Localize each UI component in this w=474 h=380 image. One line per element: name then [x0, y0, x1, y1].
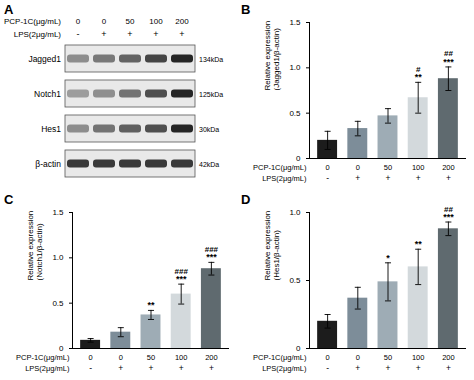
svg-text:0: 0	[119, 353, 123, 362]
svg-text:1.5: 1.5	[52, 208, 64, 217]
svg-text:+: +	[355, 363, 360, 373]
svg-text:100: 100	[412, 163, 425, 172]
svg-text:Relative expression(Hes1/β-act: Relative expression(Hes1/β-actin)	[263, 211, 281, 281]
html-text:B: B	[241, 2, 251, 17]
svg-text:Relative expression(Notch1/β-a: Relative expression(Notch1/β-actin)	[26, 211, 44, 281]
svg-text:50: 50	[384, 353, 392, 362]
svg-text:+: +	[127, 29, 132, 39]
svg-text:0: 0	[89, 353, 93, 362]
svg-text:PCP-1C(μg/mL): PCP-1C(μg/mL)	[253, 163, 307, 172]
svg-text:50: 50	[126, 17, 135, 26]
svg-text:β-actin: β-actin	[35, 159, 61, 169]
svg-text:0.5: 0.5	[289, 109, 301, 118]
svg-text:0: 0	[102, 17, 107, 26]
svg-text:200: 200	[442, 353, 455, 362]
svg-text:1.5: 1.5	[289, 18, 301, 27]
svg-text:Jagged1: Jagged1	[28, 54, 61, 64]
svg-text:-: -	[77, 29, 80, 39]
svg-text:**: **	[147, 300, 155, 310]
svg-text:+: +	[118, 363, 123, 373]
svg-text:0: 0	[326, 353, 330, 362]
svg-text:0: 0	[356, 353, 360, 362]
svg-text:Hes1: Hes1	[41, 124, 61, 134]
svg-text:#: #	[416, 65, 421, 74]
svg-text:0: 0	[59, 344, 64, 353]
svg-text:50: 50	[384, 163, 392, 172]
svg-text:+: +	[416, 173, 421, 183]
svg-text:+: +	[386, 363, 391, 373]
svg-text:200: 200	[205, 353, 218, 362]
svg-text:125kDa: 125kDa	[199, 91, 223, 98]
svg-text:100: 100	[175, 353, 188, 362]
svg-text:100: 100	[412, 353, 425, 362]
svg-text:+: +	[355, 173, 360, 183]
svg-text:0: 0	[296, 344, 301, 353]
svg-text:0: 0	[356, 163, 360, 172]
svg-text:134kDa: 134kDa	[199, 56, 223, 63]
svg-text:1.0: 1.0	[52, 253, 64, 262]
svg-text:+: +	[446, 363, 451, 373]
svg-text:30kDa: 30kDa	[199, 126, 219, 133]
svg-text:50: 50	[147, 353, 155, 362]
svg-text:PCP-1C(μg/mL): PCP-1C(μg/mL)	[4, 17, 61, 26]
svg-text:0: 0	[296, 154, 301, 163]
svg-text:##: ##	[444, 205, 453, 214]
svg-text:PCP-1C(μg/mL): PCP-1C(μg/mL)	[253, 353, 307, 362]
svg-text:###: ###	[175, 267, 189, 276]
svg-text:42kDa: 42kDa	[199, 161, 219, 168]
svg-text:+: +	[149, 363, 154, 373]
html-text:C: C	[4, 192, 14, 207]
svg-text:+: +	[179, 363, 184, 373]
svg-text:100: 100	[149, 17, 163, 26]
svg-text:1.0: 1.0	[289, 63, 301, 72]
svg-text:-: -	[89, 363, 92, 373]
svg-text:LPS(2μg/mL): LPS(2μg/mL)	[25, 364, 70, 373]
svg-text:0.5: 0.5	[289, 276, 301, 285]
svg-text:+: +	[153, 29, 158, 39]
svg-text:+: +	[446, 173, 451, 183]
svg-text:0: 0	[326, 163, 330, 172]
svg-text:##: ##	[444, 49, 453, 58]
svg-text:*: *	[386, 253, 390, 263]
svg-text:Notch1: Notch1	[34, 89, 61, 99]
svg-text:LPS(2μg/mL): LPS(2μg/mL)	[262, 364, 307, 373]
svg-text:+: +	[386, 173, 391, 183]
svg-text:1.0: 1.0	[289, 208, 301, 217]
svg-text:**: **	[415, 239, 423, 249]
svg-text:Relative expression(Jagged1/β-: Relative expression(Jagged1/β-actin)	[263, 21, 281, 91]
svg-text:LPS(2μg/mL): LPS(2μg/mL)	[14, 30, 62, 39]
svg-text:+: +	[209, 363, 214, 373]
svg-text:0.5: 0.5	[52, 299, 64, 308]
svg-text:200: 200	[175, 17, 189, 26]
svg-text:+: +	[101, 29, 106, 39]
svg-text:+: +	[179, 29, 184, 39]
html-text:D: D	[241, 192, 251, 207]
svg-text:200: 200	[442, 163, 455, 172]
svg-text:0: 0	[76, 17, 81, 26]
svg-text:PCP-1C(μg/mL): PCP-1C(μg/mL)	[16, 353, 70, 362]
svg-text:-: -	[326, 173, 329, 183]
svg-text:LPS(2μg/mL): LPS(2μg/mL)	[262, 174, 307, 183]
svg-text:-: -	[326, 363, 329, 373]
html-text:A: A	[4, 2, 14, 17]
svg-text:###: ###	[205, 245, 219, 254]
svg-text:+: +	[416, 363, 421, 373]
